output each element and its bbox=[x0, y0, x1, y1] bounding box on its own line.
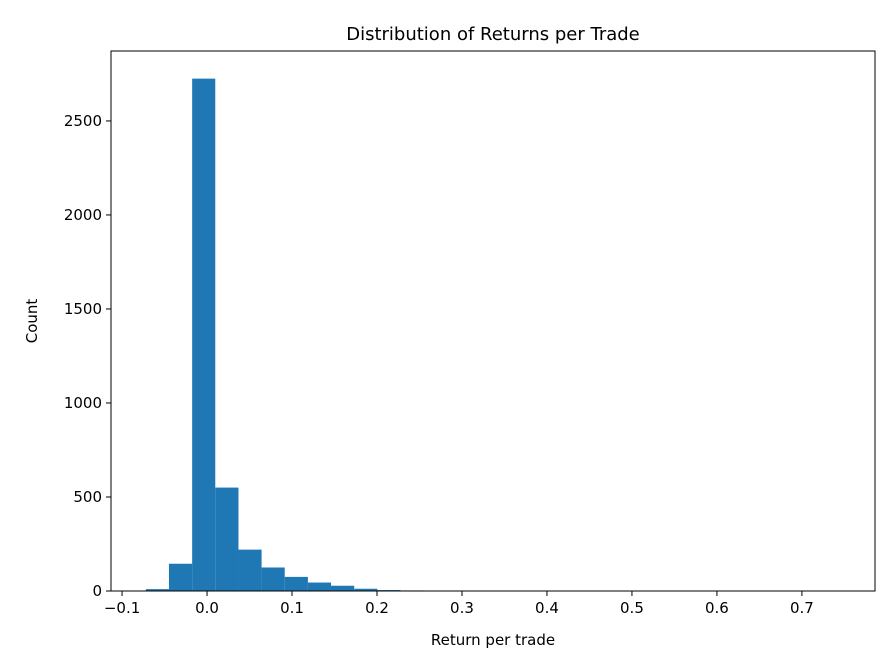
y-tick-label: 1000 bbox=[64, 394, 102, 412]
bar bbox=[215, 487, 239, 591]
bar bbox=[354, 588, 378, 591]
bar bbox=[192, 78, 216, 591]
x-tick-label: 0.5 bbox=[620, 599, 644, 617]
y-tick-label: 0 bbox=[92, 582, 102, 600]
x-tick-label: 0.6 bbox=[705, 599, 729, 617]
bar bbox=[238, 549, 262, 591]
y-tick-label: 2000 bbox=[64, 206, 102, 224]
bar bbox=[284, 576, 308, 591]
x-tick-label: 0.2 bbox=[365, 599, 389, 617]
y-tick-label: 2500 bbox=[64, 112, 102, 130]
bar bbox=[168, 563, 193, 591]
bar bbox=[261, 567, 285, 591]
bar bbox=[307, 582, 332, 591]
bar bbox=[145, 589, 169, 591]
x-tick-label: 0.1 bbox=[280, 599, 304, 617]
x-tick-label: 0.7 bbox=[790, 599, 814, 617]
plot-frame bbox=[110, 50, 876, 592]
y-axis-label: Count bbox=[23, 299, 41, 344]
y-tick-label: 500 bbox=[73, 488, 102, 506]
x-tick-label: 0.0 bbox=[195, 599, 219, 617]
x-tick-label: −0.1 bbox=[104, 599, 140, 617]
x-axis-label: Return per trade bbox=[431, 631, 555, 649]
chart-title: Distribution of Returns per Trade bbox=[346, 24, 640, 45]
y-tick-label: 1500 bbox=[64, 300, 102, 318]
bar bbox=[331, 585, 355, 591]
x-tick-label: 0.4 bbox=[535, 599, 559, 617]
x-tick-label: 0.3 bbox=[450, 599, 474, 617]
